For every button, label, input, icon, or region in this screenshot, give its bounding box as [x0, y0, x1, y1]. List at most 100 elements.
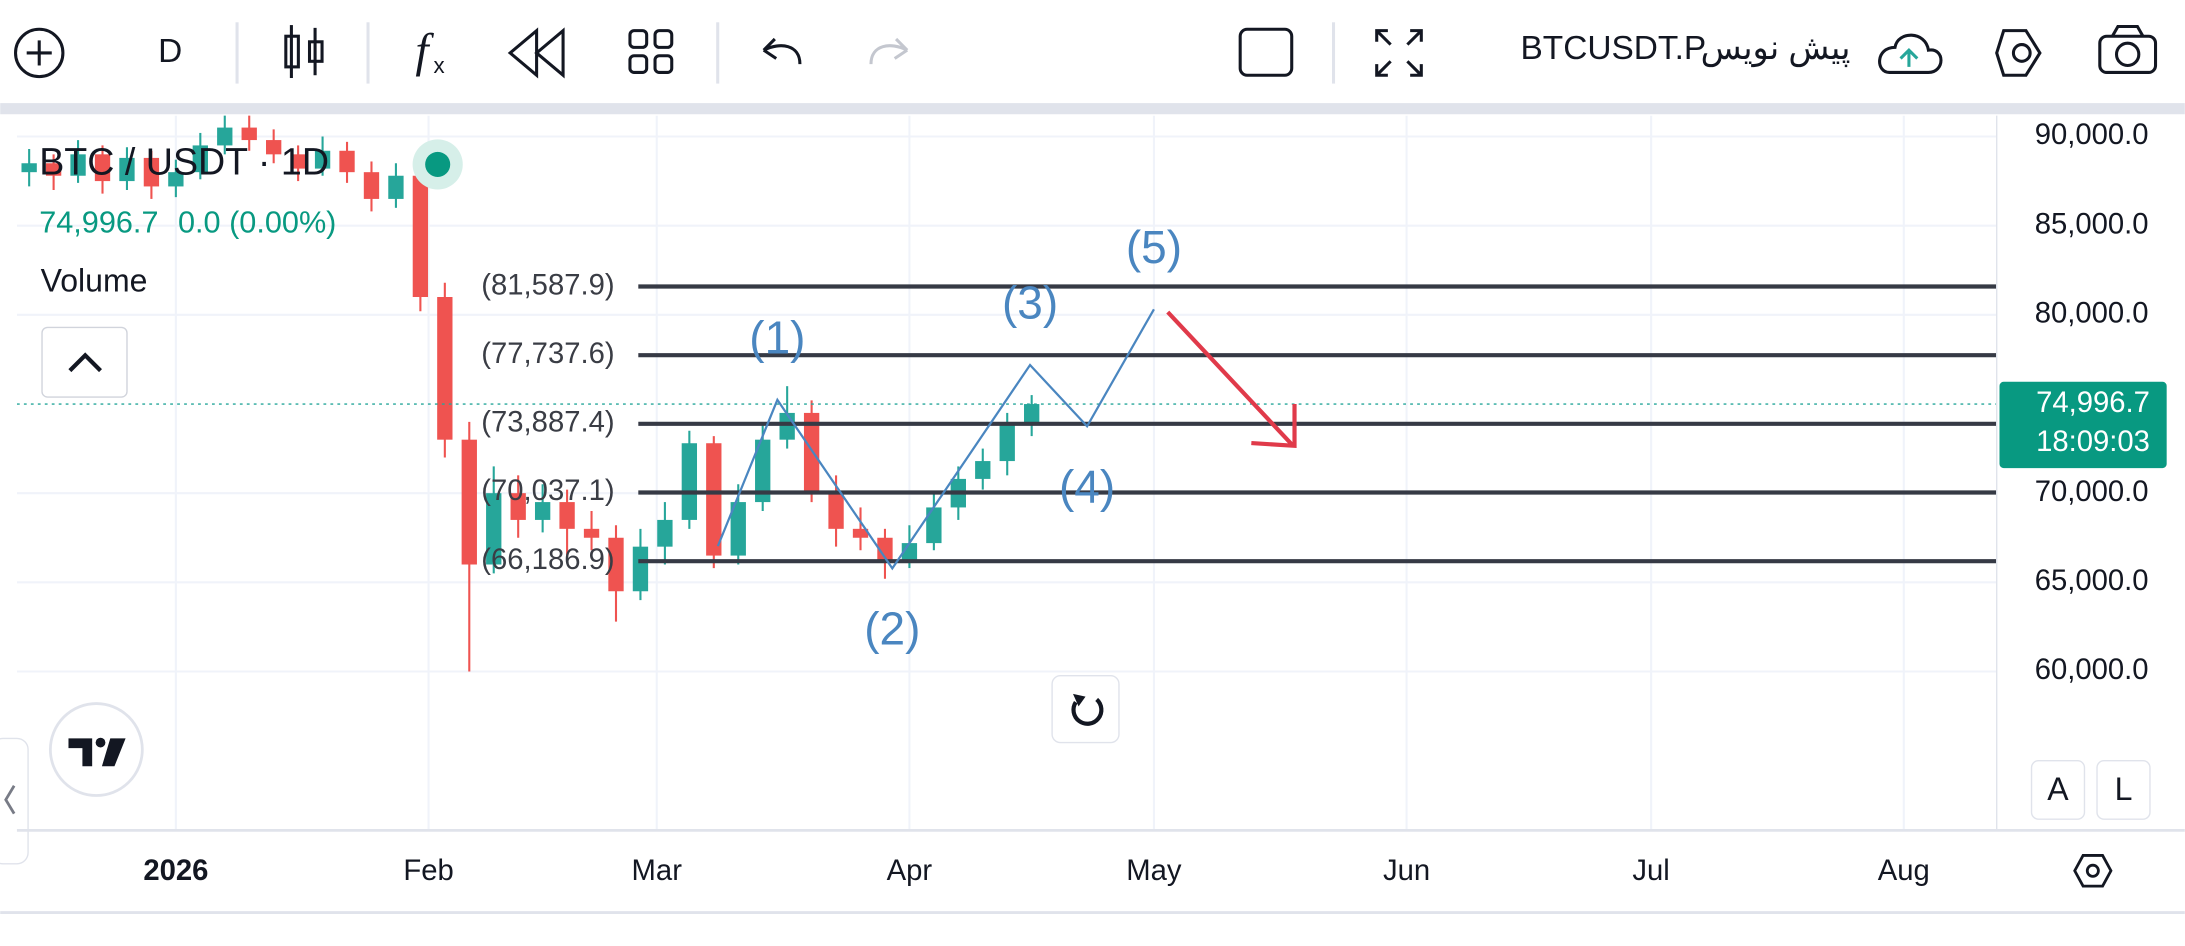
candle-body	[803, 412, 820, 494]
y-tick-label: 65,000.0	[2035, 565, 2149, 597]
wave-label: (4)	[1059, 461, 1115, 513]
candle-body	[192, 145, 208, 173]
plot-area	[16, 115, 1997, 829]
candle-body	[852, 528, 869, 538]
candle-body	[730, 502, 746, 556]
candle-body	[583, 528, 600, 538]
candle-body	[486, 493, 502, 565]
fullscreen-button[interactable]	[1375, 29, 1423, 77]
x-tick-label: Aug	[1878, 855, 1930, 887]
candle-body	[437, 297, 453, 440]
candle-body	[559, 502, 575, 529]
x-tick-label: May	[1126, 855, 1182, 887]
candle-body	[168, 172, 184, 187]
countdown-label: 18:09:03	[2036, 426, 2150, 458]
level-label: (70,037.1)	[481, 475, 614, 507]
snapshot-button[interactable]	[2098, 24, 2158, 74]
layout-name: پیش نویس	[1701, 30, 1851, 68]
axis-settings-button[interactable]	[2073, 854, 2113, 888]
auto-scale-button[interactable]: A	[2030, 760, 2086, 820]
candle-body	[412, 175, 429, 298]
candle-body	[119, 157, 135, 182]
wave-label: (5)	[1126, 221, 1182, 273]
level-label: (66,186.9)	[481, 544, 614, 576]
level-label: (81,587.9)	[481, 269, 614, 301]
wave-label: (1)	[749, 311, 805, 363]
cloud-save-button[interactable]	[1878, 33, 1943, 74]
symbol-name[interactable]: BTCUSDT.Pپیش نویس	[1521, 30, 1851, 68]
candle-body	[70, 154, 86, 176]
level-label: (73,887.4)	[481, 407, 614, 439]
replay-button[interactable]	[507, 27, 565, 79]
candle-body	[1024, 404, 1040, 426]
add-symbol-button[interactable]	[14, 27, 65, 79]
candle-body	[241, 127, 257, 141]
square-button[interactable]	[1238, 27, 1294, 77]
candle-body	[926, 507, 942, 544]
overlay: 60,000.0 65,000.0 70,000.0 80,000.0 85,000.0…	[143, 119, 2167, 887]
interval-button[interactable]: D	[158, 33, 182, 70]
candle-body	[94, 154, 111, 182]
x-tick-label: Mar	[632, 855, 683, 887]
redo-button[interactable]	[869, 37, 909, 65]
x-tick-label: Feb	[403, 855, 453, 887]
x-tick-label: 2026	[143, 855, 208, 887]
candle-body	[217, 127, 233, 146]
candle-body	[706, 443, 722, 556]
chart-type-button[interactable]	[284, 25, 324, 79]
symbol: BTCUSDT.P	[1521, 30, 1707, 67]
legend-price: 74,996.7 0.0 (0.00%)	[39, 205, 336, 239]
candle-body	[657, 519, 673, 547]
candle-body	[999, 425, 1015, 462]
last-price-label: 74,996.7	[2036, 387, 2150, 419]
wave-label: (3)	[1002, 277, 1058, 329]
candle-body	[510, 493, 526, 520]
candle-body	[877, 537, 893, 561]
candle-body	[363, 172, 380, 199]
wave-line	[716, 308, 1155, 571]
collapse-legend-button[interactable]	[41, 326, 128, 398]
x-tick-label: Jul	[1632, 855, 1669, 887]
y-tick-label: 80,000.0	[2035, 298, 2149, 330]
x-tick-label: Jun	[1383, 855, 1430, 887]
market-status-dot	[425, 151, 451, 177]
candle-body	[290, 154, 306, 169]
x-tick-label: Apr	[887, 855, 933, 887]
candle-body	[45, 163, 62, 176]
wave-label: (2)	[864, 603, 920, 655]
level-label: (77,737.6)	[481, 338, 614, 370]
y-tick-label: 60,000.0	[2035, 654, 2149, 686]
auto-scale-label: A	[2047, 771, 2069, 807]
y-tick-label: 90,000.0	[2035, 119, 2149, 151]
toolbar-separator	[0, 103, 2185, 115]
y-tick-label: 85,000.0	[2035, 208, 2149, 240]
candle-body	[779, 412, 795, 440]
scroll-left-button[interactable]	[0, 737, 29, 865]
candle-body	[534, 502, 551, 520]
candle-body	[21, 163, 37, 173]
candle-body	[608, 537, 624, 592]
candle-body	[461, 439, 477, 565]
candle-body	[314, 150, 331, 169]
svg-text:x: x	[434, 53, 445, 78]
drawn-arrow	[1166, 310, 1297, 449]
candle-body	[388, 175, 404, 199]
candle-body	[632, 546, 649, 592]
log-scale-label: L	[2115, 771, 2133, 807]
candle-body	[266, 140, 282, 155]
candle-body	[828, 493, 844, 529]
candle-body	[975, 461, 991, 479]
reset-button[interactable]	[1051, 675, 1120, 744]
settings-button[interactable]	[1995, 29, 2042, 77]
log-scale-button[interactable]: L	[2096, 760, 2151, 820]
candle-body	[755, 439, 771, 503]
legend-symbol: BTC / USDT · 1D	[39, 140, 329, 182]
layout-button[interactable]	[628, 29, 674, 74]
candle-body	[143, 157, 160, 187]
undo-button[interactable]	[762, 37, 802, 65]
candle-body	[339, 150, 355, 173]
tradingview-logo[interactable]	[48, 702, 144, 797]
price: 74,996.7	[39, 205, 158, 239]
